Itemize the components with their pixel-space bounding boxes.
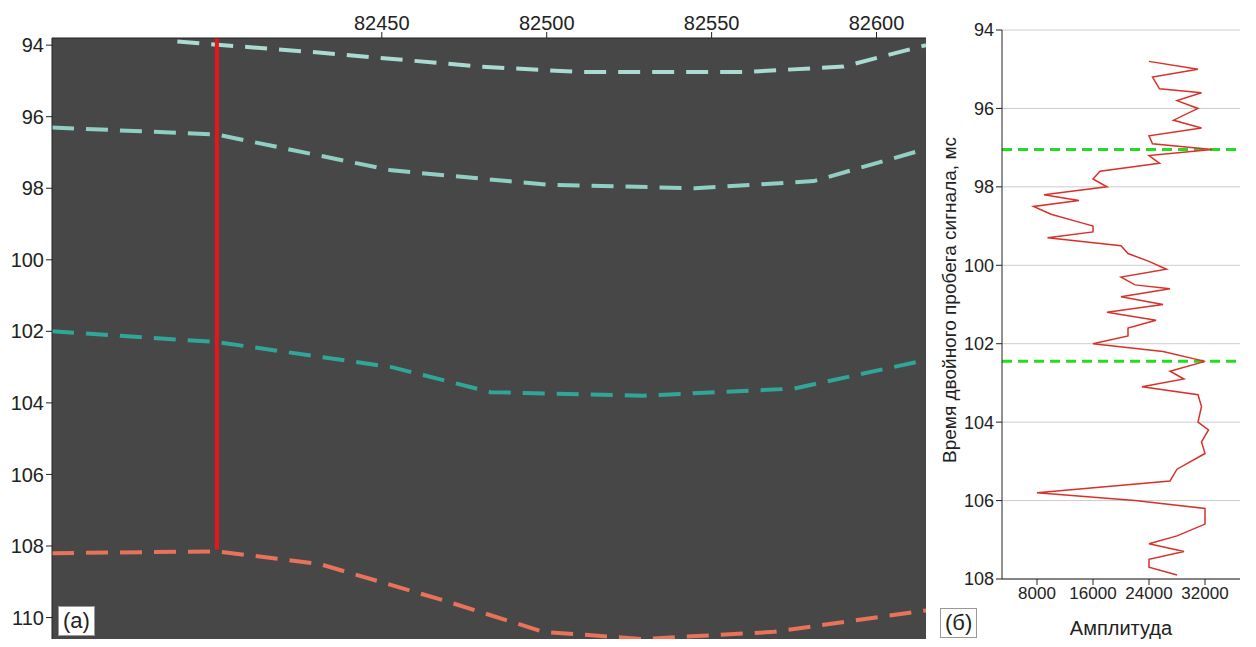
svg-text:16000: 16000 xyxy=(1069,584,1116,603)
svg-text:94: 94 xyxy=(22,34,44,56)
svg-text:108: 108 xyxy=(11,535,44,557)
svg-text:98: 98 xyxy=(974,177,994,197)
html-text:(a): (a) xyxy=(63,608,90,633)
svg-text:96: 96 xyxy=(22,106,44,128)
svg-text:82600: 82600 xyxy=(849,12,905,34)
svg-text:104: 104 xyxy=(964,413,994,433)
svg-text:102: 102 xyxy=(964,334,994,354)
svg-text:110: 110 xyxy=(12,607,44,629)
svg-text:106: 106 xyxy=(964,491,994,511)
svg-text:98: 98 xyxy=(22,177,44,199)
html-text:Время двойного пробега сигнала: Время двойного пробега сигнала, мс xyxy=(939,137,960,463)
svg-text:82450: 82450 xyxy=(354,12,410,34)
svg-text:108: 108 xyxy=(964,569,994,589)
svg-text:100: 100 xyxy=(11,249,44,271)
svg-text:100: 100 xyxy=(964,256,994,276)
svg-text:106: 106 xyxy=(11,464,44,486)
svg-text:8000: 8000 xyxy=(1018,584,1056,603)
svg-text:Амплитуда: Амплитуда xyxy=(1070,617,1173,639)
html-text:(б): (б) xyxy=(945,610,973,635)
svg-text:102: 102 xyxy=(11,320,44,342)
svg-text:96: 96 xyxy=(974,99,994,119)
svg-text:82550: 82550 xyxy=(684,12,740,34)
svg-text:32000: 32000 xyxy=(1181,584,1228,603)
svg-text:82500: 82500 xyxy=(519,12,575,34)
svg-text:24000: 24000 xyxy=(1125,584,1172,603)
svg-text:104: 104 xyxy=(11,392,44,414)
svg-text:94: 94 xyxy=(974,20,994,40)
